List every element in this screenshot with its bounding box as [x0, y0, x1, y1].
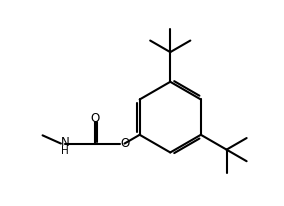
Text: O: O — [90, 112, 99, 125]
Text: O: O — [120, 137, 130, 150]
Text: N: N — [61, 136, 70, 149]
Text: H: H — [61, 146, 69, 157]
